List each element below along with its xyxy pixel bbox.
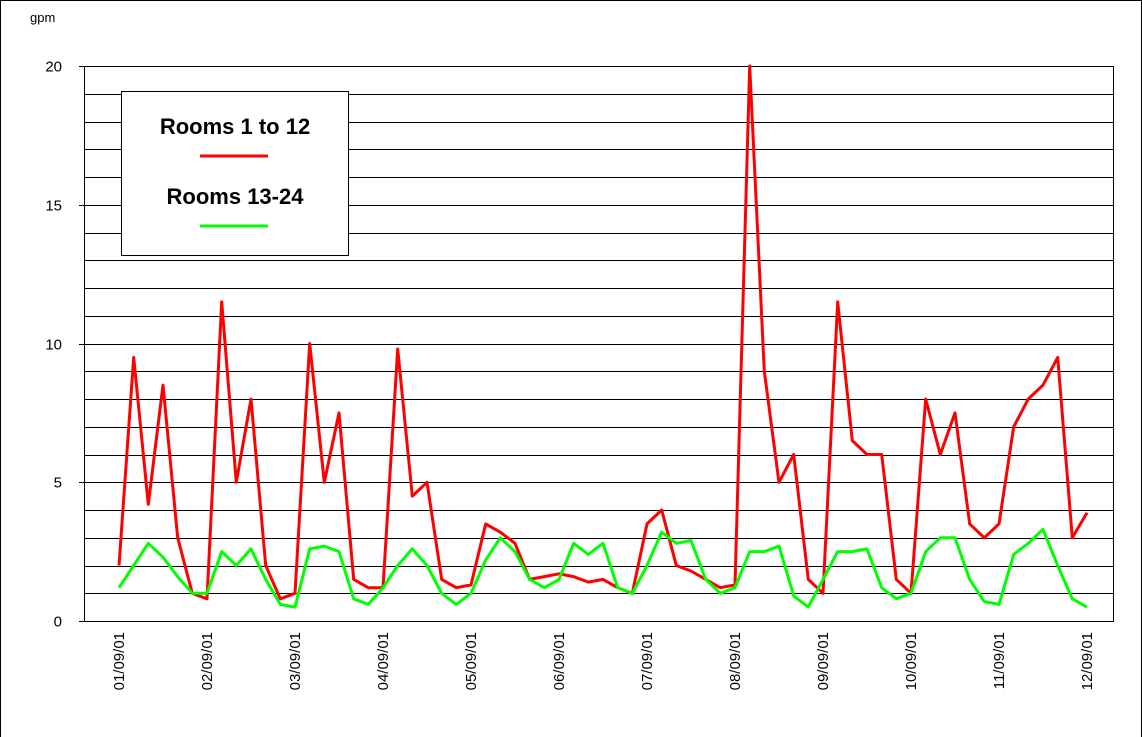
x-tick-label: 11/09/01 xyxy=(991,632,1008,689)
x-tick-label: 06/09/01 xyxy=(551,632,568,690)
y-tick-label: 10 xyxy=(45,337,62,354)
x-tick-label: 05/09/01 xyxy=(463,632,480,690)
x-tick-label: 04/09/01 xyxy=(375,632,392,690)
legend-box xyxy=(121,91,349,256)
x-tick-label: 01/09/01 xyxy=(111,632,128,690)
series-line xyxy=(117,64,1089,601)
y-tick-label: 15 xyxy=(45,198,62,215)
x-tick-label: 12/09/01 xyxy=(1079,632,1096,690)
y-tick-label: 20 xyxy=(45,59,62,76)
x-tick-label: 07/09/01 xyxy=(639,632,656,690)
x-tick-label: 02/09/01 xyxy=(199,632,216,690)
y-unit: gpm xyxy=(30,10,55,25)
x-tick-label: 10/09/01 xyxy=(903,632,920,690)
x-tick-label: 09/09/01 xyxy=(815,632,832,690)
legend-label: Rooms 1 to 12 xyxy=(160,114,310,139)
series-line xyxy=(117,527,1088,609)
x-tick-label: 03/09/01 xyxy=(287,632,304,690)
y-tick-label: 5 xyxy=(54,475,62,492)
legend-label: Rooms 13-24 xyxy=(167,184,305,209)
x-tick-label: 08/09/01 xyxy=(727,632,744,690)
y-tick-label: 0 xyxy=(54,614,62,631)
